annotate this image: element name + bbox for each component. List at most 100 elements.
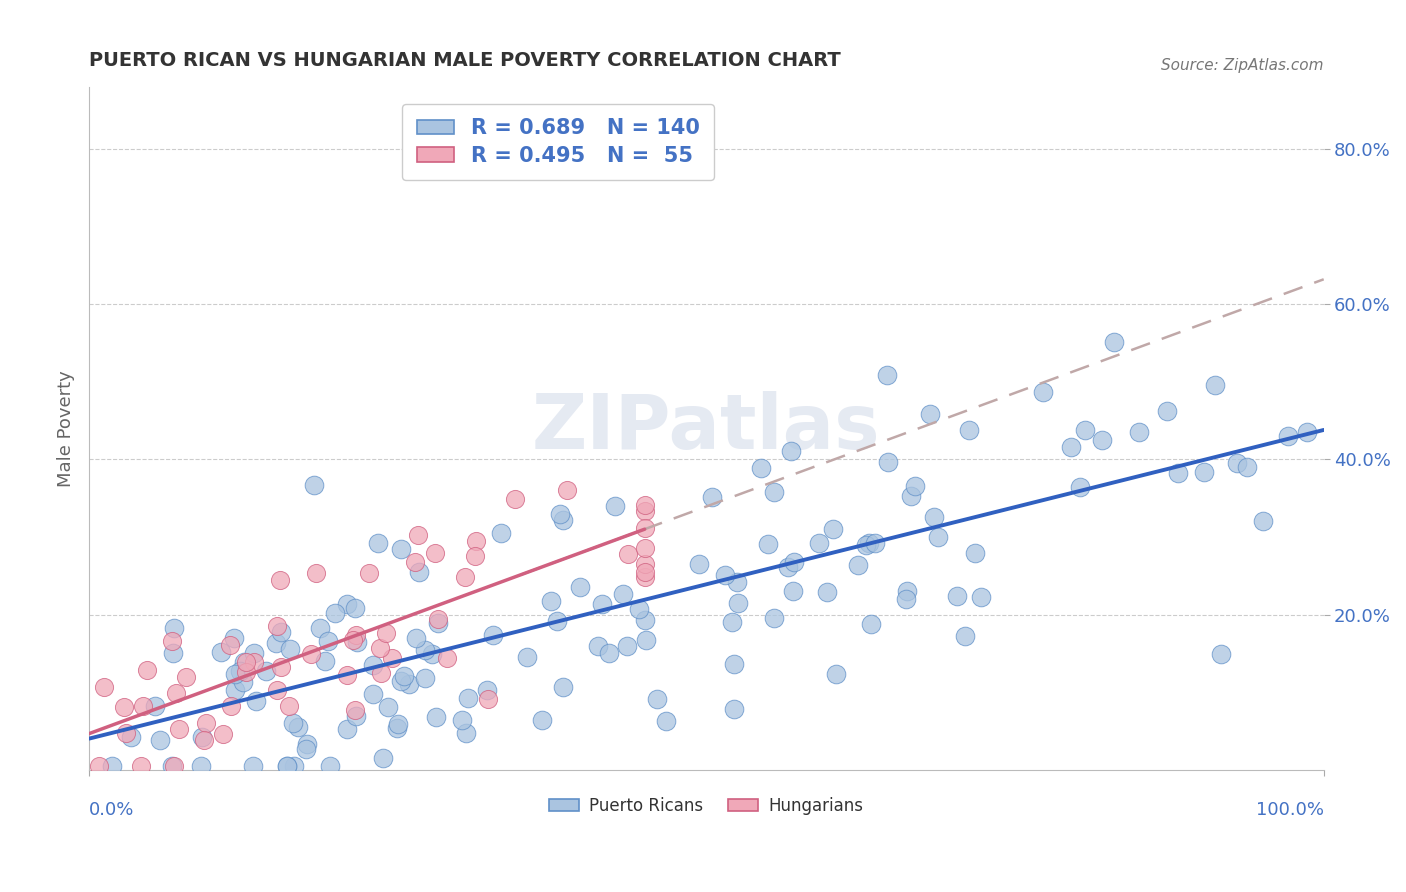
Point [112, 700, 135, 714]
Point [242, 655, 264, 669]
Point [314, 654, 336, 668]
Point [93, 680, 115, 694]
Point [336, 668, 359, 682]
Point [363, 657, 385, 672]
Point [927, 530, 949, 544]
Point [357, 566, 380, 581]
Point [725, 575, 748, 590]
Point [876, 368, 898, 383]
Point [634, 633, 657, 648]
Point [318, 759, 340, 773]
Point [645, 691, 668, 706]
Point [404, 555, 426, 569]
Point [219, 698, 242, 713]
Text: ZIPatlas: ZIPatlas [531, 392, 880, 466]
Point [264, 636, 287, 650]
Point [266, 683, 288, 698]
Point [276, 759, 298, 773]
Point [634, 565, 657, 579]
Point [163, 621, 186, 635]
Point [1277, 429, 1299, 443]
Point [224, 682, 246, 697]
Point [776, 560, 799, 574]
Point [169, 723, 191, 737]
Point [368, 640, 391, 655]
Point [174, 670, 197, 684]
Point [477, 692, 499, 706]
Point [451, 713, 474, 727]
Point [553, 512, 575, 526]
Point [195, 715, 218, 730]
Point [385, 722, 408, 736]
Point [229, 664, 252, 678]
Point [245, 694, 267, 708]
Point [436, 650, 458, 665]
Point [1060, 440, 1083, 454]
Point [634, 521, 657, 535]
Point [316, 634, 339, 648]
Point [505, 492, 527, 507]
Point [783, 555, 806, 569]
Point [616, 547, 638, 561]
Point [569, 580, 592, 594]
Point [346, 635, 368, 649]
Point [343, 601, 366, 615]
Point [548, 507, 571, 521]
Point [1128, 425, 1150, 440]
Point [425, 710, 447, 724]
Point [454, 570, 477, 584]
Point [381, 650, 404, 665]
Point [398, 676, 420, 690]
Point [131, 759, 153, 773]
Point [413, 643, 436, 657]
Point [149, 732, 172, 747]
Point [482, 628, 505, 642]
Point [426, 612, 449, 626]
Point [283, 715, 305, 730]
Point [634, 557, 657, 571]
Point [254, 664, 277, 678]
Point [367, 536, 389, 550]
Point [1192, 465, 1215, 479]
Point [588, 639, 610, 653]
Point [243, 646, 266, 660]
Point [1074, 423, 1097, 437]
Point [516, 650, 538, 665]
Point [392, 669, 415, 683]
Point [162, 646, 184, 660]
Point [1296, 425, 1319, 439]
Point [900, 489, 922, 503]
Point [1251, 514, 1274, 528]
Point [465, 533, 488, 548]
Point [235, 665, 257, 679]
Point [860, 617, 883, 632]
Point [634, 614, 657, 628]
Point [1226, 456, 1249, 470]
Point [101, 759, 124, 773]
Point [723, 657, 745, 671]
Point [114, 725, 136, 739]
Point [420, 647, 443, 661]
Point [723, 701, 745, 715]
Point [1032, 384, 1054, 399]
Point [634, 504, 657, 518]
Point [344, 628, 367, 642]
Point [266, 618, 288, 632]
Point [1204, 378, 1226, 392]
Point [946, 589, 969, 603]
Point [825, 667, 848, 681]
Point [815, 584, 838, 599]
Point [408, 528, 430, 542]
Point [782, 584, 804, 599]
Point [211, 727, 233, 741]
Point [963, 546, 986, 560]
Point [598, 646, 620, 660]
Point [191, 730, 214, 744]
Point [858, 536, 880, 550]
Point [688, 558, 710, 572]
Point [218, 638, 240, 652]
Point [166, 685, 188, 699]
Point [276, 759, 298, 773]
Point [546, 615, 568, 629]
Point [475, 683, 498, 698]
